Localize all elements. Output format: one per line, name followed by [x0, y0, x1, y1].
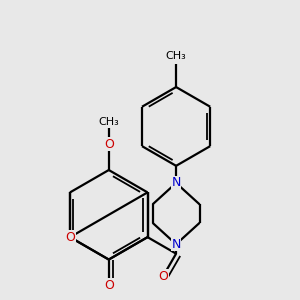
Text: CH₃: CH₃: [98, 117, 119, 127]
Text: CH₃: CH₃: [166, 51, 187, 62]
Text: O: O: [104, 279, 114, 292]
Text: O: O: [158, 270, 168, 283]
Text: N: N: [171, 238, 181, 251]
Text: N: N: [171, 176, 181, 190]
Text: O: O: [104, 138, 114, 151]
Text: O: O: [65, 231, 75, 244]
